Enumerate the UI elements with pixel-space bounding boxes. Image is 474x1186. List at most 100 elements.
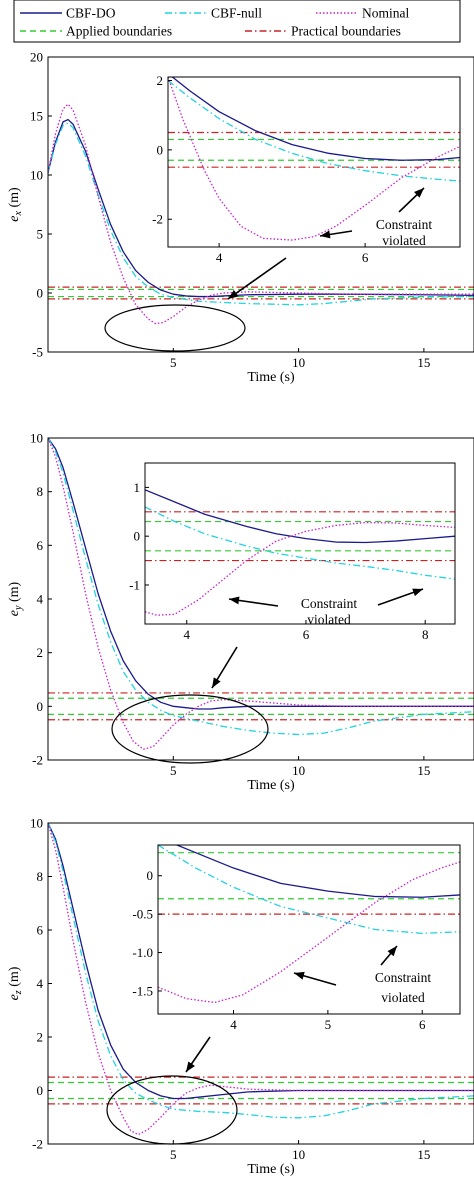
ez-ylabel: ez (m) bbox=[7, 966, 24, 1000]
ez-inset-xtick-1: 5 bbox=[325, 1017, 332, 1032]
ex-xtick-0: 5 bbox=[170, 355, 177, 370]
ex-ylabel: ex (m) bbox=[7, 187, 24, 222]
ex-ytick-0: -5 bbox=[32, 345, 43, 360]
ey-highlight-ellipse bbox=[111, 694, 269, 764]
ez-inset-xtick-2: 6 bbox=[419, 1017, 426, 1032]
ey-xtick-2: 15 bbox=[417, 763, 430, 778]
legend-label-1: CBF-null bbox=[211, 6, 262, 21]
ex-frame bbox=[47, 56, 474, 353]
ey-ytick-3: 4 bbox=[37, 592, 44, 607]
ex-inset-background bbox=[168, 77, 460, 247]
ex-inset-ytick-1: 0 bbox=[157, 142, 164, 157]
ey-ytick-5: 8 bbox=[37, 484, 44, 499]
ez-ytick-4: 6 bbox=[37, 923, 44, 938]
ey-xlabel: Time (s) bbox=[247, 778, 295, 793]
ez-highlight-ellipse bbox=[106, 1075, 238, 1145]
ey-arrow-0-head bbox=[212, 677, 221, 688]
ex-ytick-2: 5 bbox=[37, 227, 44, 242]
ez-series-2 bbox=[48, 823, 474, 1136]
ey-xtick-0: 5 bbox=[170, 763, 177, 778]
ez-series-1 bbox=[48, 823, 474, 1119]
ez-inset-xtick-0: 4 bbox=[230, 1017, 237, 1032]
ez-annotation-line1: Constraint bbox=[375, 970, 431, 985]
ez-ytick-3: 4 bbox=[37, 976, 44, 991]
ey-inset-ytick-1: 0 bbox=[134, 529, 141, 544]
ez-xtick-2: 15 bbox=[417, 1147, 430, 1162]
panel-ez: 5 10 15 -2 0 2 4 6 8 10 ez (m) Time (s) 4 5 6 -1.5 -1.0 -… bbox=[7, 816, 474, 1177]
ez-inset-background bbox=[158, 845, 460, 1014]
ey-inset-ytick-2: 1 bbox=[134, 480, 141, 495]
ey-series-1 bbox=[48, 438, 474, 736]
panel-ey: 5 10 15 -2 0 2 4 6 8 10 ey (m) Time (s) 4 6 8 -1 0 1 Const… bbox=[7, 431, 474, 793]
ez-ytick-5: 8 bbox=[37, 869, 44, 884]
ey-inset-xtick-2: 8 bbox=[422, 627, 429, 642]
ey-inset-series-1 bbox=[145, 506, 455, 580]
ex-highlight-ellipse bbox=[104, 304, 246, 352]
ex-arrow-0 bbox=[227, 257, 287, 300]
ex-xlabel: Time (s) bbox=[247, 370, 295, 385]
ez-arrow-2-head bbox=[387, 946, 397, 957]
ex-ytick-1: 0 bbox=[37, 286, 44, 301]
ey-annotation-line2: violated bbox=[307, 612, 351, 627]
ex-annotation-line1: Constraint bbox=[376, 217, 432, 232]
ey-ytick-2: 2 bbox=[37, 645, 44, 660]
ez-inset-ytick-0: -1.5 bbox=[132, 983, 153, 998]
ex-annotation-line2: violated bbox=[382, 233, 426, 248]
ey-inset-xtick-1: 6 bbox=[303, 627, 310, 642]
ez-inset-series-0 bbox=[175, 845, 460, 898]
ey-series-2 bbox=[48, 438, 474, 750]
legend-label-0: CBF-DO bbox=[66, 6, 116, 21]
ez-xtick-0: 5 bbox=[170, 1147, 177, 1162]
ey-ytick-6: 10 bbox=[30, 431, 43, 446]
legend-box bbox=[13, 0, 461, 43]
ex-inset-xtick-1: 6 bbox=[362, 250, 369, 265]
ey-series-0 bbox=[48, 438, 474, 710]
ez-arrow-1-head bbox=[294, 971, 305, 980]
ez-inset-ytick-3: 0 bbox=[147, 868, 154, 883]
ey-ytick-4: 6 bbox=[37, 538, 44, 553]
ez-inset-frame bbox=[157, 844, 461, 1015]
ez-xtick-1: 10 bbox=[292, 1147, 305, 1162]
ey-inset-background bbox=[145, 463, 455, 624]
ey-inset-ytick-0: -1 bbox=[129, 577, 140, 592]
ex-inset-frame bbox=[167, 76, 461, 248]
ez-inset-series-1 bbox=[158, 845, 460, 934]
ez-inset-ytick-2: -0.5 bbox=[132, 907, 153, 922]
ex-inset-series-0 bbox=[171, 77, 460, 161]
ex-series-1 bbox=[48, 122, 474, 306]
ex-arrow-2-head bbox=[414, 188, 424, 198]
ex-series-0 bbox=[48, 118, 474, 298]
ex-xtick-2: 15 bbox=[417, 355, 430, 370]
ey-inset-series-2 bbox=[145, 521, 455, 616]
ez-xlabel: Time (s) bbox=[247, 1162, 295, 1177]
ex-inset-series-1 bbox=[168, 79, 460, 182]
ey-inset-xtick-0: 4 bbox=[183, 627, 190, 642]
ex-inset-ytick-0: -2 bbox=[152, 212, 163, 227]
ex-inset-xtick-0: 4 bbox=[216, 250, 223, 265]
ez-ytick-6: 10 bbox=[30, 816, 43, 831]
ex-inset-ytick-2: 2 bbox=[157, 73, 164, 88]
ex-arrow-1-head bbox=[320, 230, 331, 239]
legend: CBF-DO CBF-null Nominal Applied boundaries P… bbox=[13, 0, 461, 43]
ex-arrow-0-head bbox=[228, 289, 239, 299]
ez-arrow-0-head bbox=[186, 1061, 195, 1072]
ey-inset-frame bbox=[144, 462, 456, 625]
ex-xtick-1: 10 bbox=[292, 355, 305, 370]
ey-xtick-1: 10 bbox=[292, 763, 305, 778]
ez-annotation-line2: violated bbox=[381, 990, 425, 1005]
ex-ytick-4: 15 bbox=[30, 109, 43, 124]
ez-ytick-1: 0 bbox=[37, 1083, 44, 1098]
ez-inset-ytick-1: -1.0 bbox=[132, 945, 153, 960]
ey-arrow-1-head bbox=[229, 596, 240, 605]
ey-inset-series-0 bbox=[145, 489, 455, 544]
ey-ytick-0: -2 bbox=[32, 753, 43, 768]
panel-ex: 5 10 15 -5 0 5 10 15 20 ex (m) Time (s) 4 6 -2 0 2 Const… bbox=[7, 50, 474, 385]
ez-ytick-2: 2 bbox=[37, 1030, 44, 1045]
ez-ytick-0: -2 bbox=[32, 1137, 43, 1152]
ez-inset-series-2 bbox=[158, 861, 460, 1004]
ex-inset-series-2 bbox=[168, 77, 460, 241]
ex-ytick-3: 10 bbox=[30, 168, 43, 183]
legend-label-4: Practical boundaries bbox=[291, 24, 401, 39]
ey-ytick-1: 0 bbox=[37, 699, 44, 714]
